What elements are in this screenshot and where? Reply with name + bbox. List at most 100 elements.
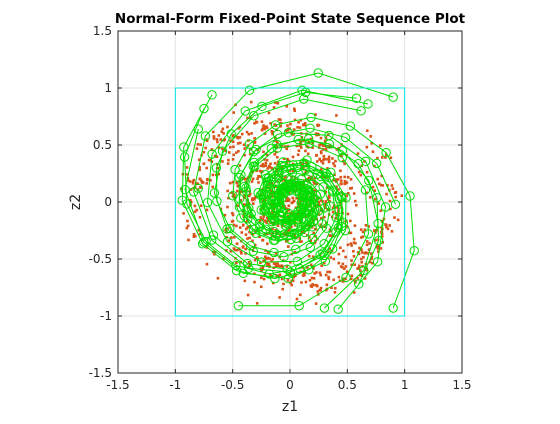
state-point: [265, 153, 269, 157]
state-point: [240, 231, 244, 234]
trajectory-marker: [212, 196, 222, 206]
trajectory-marker: [333, 223, 343, 233]
trajectory-marker: [179, 142, 189, 152]
state-point: [301, 163, 305, 167]
state-point: [213, 250, 217, 254]
trajectory-marker: [279, 162, 289, 172]
trajectory-marker: [211, 163, 222, 173]
state-point: [253, 280, 256, 284]
state-point: [259, 216, 263, 219]
state-point: [289, 122, 292, 126]
chart-title: Normal-Form Fixed-Point State Sequence P…: [115, 11, 466, 27]
state-point: [342, 249, 345, 253]
state-point: [271, 132, 274, 136]
state-point: [308, 236, 311, 239]
state-point: [257, 181, 260, 184]
state-point: [235, 248, 238, 252]
state-point: [233, 194, 236, 197]
state-point: [313, 272, 317, 275]
state-point: [379, 247, 383, 250]
state-point: [288, 191, 291, 194]
state-point: [262, 215, 266, 218]
state-point: [328, 247, 331, 250]
state-point: [343, 175, 347, 179]
state-point: [241, 245, 245, 248]
state-point: [271, 231, 274, 235]
state-point: [188, 180, 192, 183]
state-point: [297, 149, 301, 152]
trajectory-marker: [333, 304, 343, 314]
state-point: [266, 167, 269, 170]
state-point: [260, 120, 264, 123]
state-point: [300, 182, 303, 186]
state-point: [248, 192, 252, 196]
state-point: [227, 158, 230, 162]
state-point: [212, 135, 216, 138]
state-point: [355, 203, 358, 207]
state-point: [377, 245, 381, 249]
state-point: [239, 199, 243, 202]
trajectory-marker: [236, 213, 246, 223]
state-point: [289, 211, 292, 215]
state-point: [235, 242, 239, 246]
state-point: [298, 144, 302, 148]
state-point: [354, 241, 357, 245]
trajectory-marker: [238, 268, 248, 279]
state-point: [266, 242, 269, 246]
state-point: [330, 286, 333, 290]
state-point: [207, 158, 211, 162]
state-point: [319, 136, 323, 140]
state-point: [227, 196, 230, 200]
state-point: [301, 173, 305, 177]
state-point: [312, 267, 315, 270]
state-point: [285, 265, 289, 268]
state-point: [350, 186, 353, 190]
state-point: [239, 250, 243, 253]
state-point: [295, 144, 299, 148]
state-point: [281, 265, 284, 268]
state-point: [262, 126, 265, 130]
state-point: [236, 142, 240, 145]
trajectory-marker: [199, 237, 209, 247]
state-point: [378, 144, 382, 147]
state-point: [291, 200, 295, 204]
state-point: [231, 211, 234, 215]
state-point: [365, 145, 369, 149]
state-point: [379, 209, 383, 212]
state-point: [276, 101, 280, 105]
state-point: [358, 246, 361, 250]
state-point: [272, 106, 276, 109]
state-point: [271, 215, 274, 219]
state-point: [255, 302, 259, 305]
trajectory-marker: [320, 256, 331, 267]
state-point: [345, 270, 349, 273]
state-point: [291, 155, 295, 159]
trajectory-marker: [363, 99, 373, 109]
trajectory-marker: [300, 160, 310, 170]
state-point: [357, 264, 361, 268]
state-point: [314, 113, 317, 116]
state-point: [360, 251, 364, 254]
state-point: [216, 276, 220, 280]
state-point: [275, 155, 279, 159]
y-tick-label: 0: [104, 195, 112, 209]
state-point: [360, 248, 363, 252]
state-point: [299, 140, 302, 144]
state-point: [341, 192, 345, 196]
state-point: [251, 177, 255, 181]
trajectory-marker: [278, 157, 288, 167]
trajectory-marker: [306, 112, 316, 123]
state-point: [373, 164, 376, 168]
state-point: [192, 235, 196, 238]
trajectory-marker: [270, 273, 280, 284]
trajectory-marker: [264, 269, 274, 279]
trajectory-marker: [304, 265, 314, 275]
state-point: [367, 225, 370, 228]
state-point: [321, 144, 325, 148]
state-point: [242, 143, 246, 147]
state-point: [340, 154, 343, 157]
trajectory-marker: [315, 171, 326, 182]
state-point: [336, 178, 340, 181]
state-point: [293, 234, 296, 238]
state-point: [320, 143, 324, 146]
